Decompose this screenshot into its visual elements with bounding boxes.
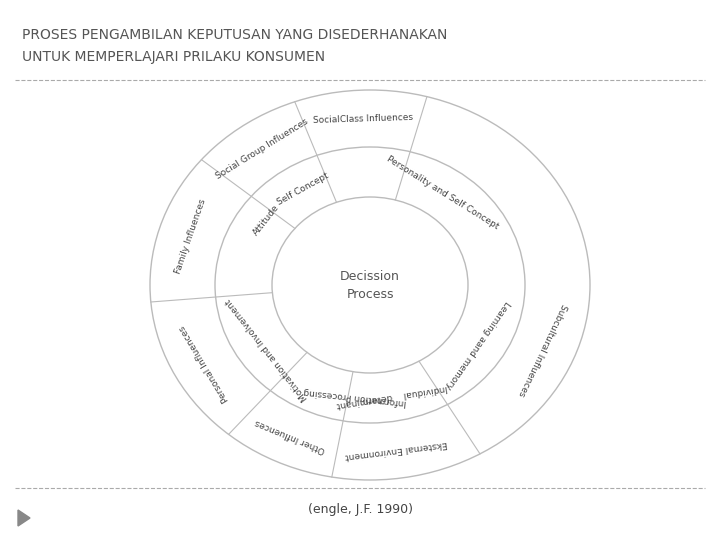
Text: Learning aand memory: Learning aand memory xyxy=(444,299,511,390)
Text: Other Influences: Other Influences xyxy=(254,417,328,455)
Text: Family Influences: Family Influences xyxy=(174,198,208,275)
Text: Attitude: Attitude xyxy=(251,203,282,238)
Text: Personal Influences: Personal Influences xyxy=(178,323,231,403)
Text: Self Concept: Self Concept xyxy=(276,171,330,207)
Text: (engle, J.F. 1990): (engle, J.F. 1990) xyxy=(307,503,413,516)
Text: SocialClass Influences: SocialClass Influences xyxy=(313,112,413,125)
Polygon shape xyxy=(18,510,30,526)
Text: Decission
Process: Decission Process xyxy=(340,269,400,300)
Text: Eksternal Environment: Eksternal Environment xyxy=(344,439,448,461)
Text: Motivation and Involvement: Motivation and Involvement xyxy=(224,297,309,403)
Text: UNTUK MEMPERLAJARI PRILAKU KONSUMEN: UNTUK MEMPERLAJARI PRILAKU KONSUMEN xyxy=(22,50,325,64)
Text: Subcultural Influences: Subcultural Influences xyxy=(517,302,569,398)
Text: PROSES PENGAMBILAN KEPUTUSAN YANG DISEDERHANAKAN: PROSES PENGAMBILAN KEPUTUSAN YANG DISEDE… xyxy=(22,28,447,42)
Text: Social Group Influences: Social Group Influences xyxy=(215,117,310,181)
Text: Information Processing: Information Processing xyxy=(302,387,407,407)
Text: Personality and Self Concept: Personality and Self Concept xyxy=(385,154,500,231)
Text: Individual    determinant: Individual determinant xyxy=(336,383,448,409)
